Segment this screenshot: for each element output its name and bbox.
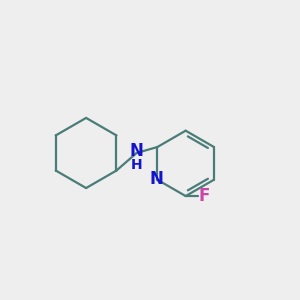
- Text: H: H: [131, 158, 142, 172]
- Text: N: N: [130, 142, 144, 160]
- Text: N: N: [149, 170, 163, 188]
- Text: F: F: [198, 187, 210, 205]
